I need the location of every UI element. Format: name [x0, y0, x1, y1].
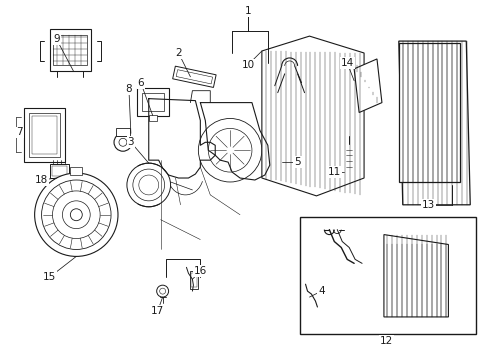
Bar	[149, 114, 157, 121]
Text: 3: 3	[127, 137, 134, 147]
Text: 9: 9	[53, 34, 60, 44]
Text: 1: 1	[245, 6, 251, 16]
Polygon shape	[354, 59, 382, 113]
Bar	[191, 271, 198, 289]
Polygon shape	[384, 235, 448, 317]
Polygon shape	[262, 36, 364, 196]
Text: 17: 17	[151, 306, 164, 316]
Circle shape	[133, 169, 165, 201]
Circle shape	[127, 163, 171, 207]
Circle shape	[35, 173, 118, 256]
Circle shape	[42, 180, 111, 249]
Bar	[176, 70, 213, 84]
Text: 10: 10	[242, 60, 254, 70]
Circle shape	[62, 201, 90, 229]
Bar	[49, 164, 70, 178]
Text: 12: 12	[380, 336, 393, 346]
Circle shape	[198, 118, 262, 182]
Bar	[53, 35, 87, 65]
Circle shape	[114, 133, 132, 151]
Bar	[142, 93, 164, 111]
Circle shape	[157, 285, 169, 297]
Text: 2: 2	[175, 48, 182, 58]
Bar	[137, 88, 169, 116]
Bar	[24, 108, 65, 162]
Circle shape	[52, 191, 100, 239]
Bar	[51, 166, 68, 176]
Polygon shape	[399, 41, 470, 205]
Text: 15: 15	[43, 272, 56, 282]
Bar	[344, 144, 354, 172]
Text: 4: 4	[318, 286, 325, 296]
Bar	[29, 113, 60, 157]
Text: 18: 18	[35, 175, 48, 185]
Circle shape	[71, 209, 82, 221]
Bar	[71, 167, 82, 175]
Bar	[192, 273, 197, 287]
Text: 5: 5	[294, 157, 301, 167]
Bar	[172, 66, 216, 87]
Text: 6: 6	[138, 78, 144, 88]
Bar	[32, 116, 57, 154]
Text: 16: 16	[194, 266, 207, 276]
Text: 13: 13	[422, 200, 435, 210]
Text: 11: 11	[328, 167, 341, 177]
Bar	[116, 129, 130, 136]
Circle shape	[275, 155, 289, 169]
Text: 8: 8	[125, 84, 132, 94]
Text: 7: 7	[17, 127, 23, 138]
Polygon shape	[399, 43, 460, 182]
Text: 14: 14	[341, 58, 354, 68]
Bar	[49, 29, 91, 71]
Bar	[299, 217, 476, 334]
